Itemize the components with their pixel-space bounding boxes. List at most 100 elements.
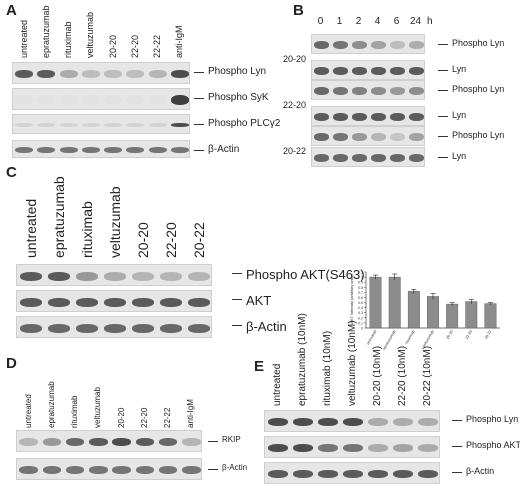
panel-b-blot-row-band — [313, 67, 330, 75]
row-label-tick — [208, 441, 218, 442]
panel-c-blot-row-band — [159, 271, 183, 281]
panel-a-blot-row-band — [15, 95, 34, 105]
panel-b-blot-row-band — [351, 67, 368, 75]
panel-d-blot-row-band — [135, 466, 155, 474]
panel-a-blot-row-band — [104, 123, 123, 127]
lane-label: veltuzumab — [85, 11, 96, 58]
panel-a-blot-row-band — [15, 147, 34, 153]
panel-a-blot-row-band — [37, 95, 56, 105]
bar — [388, 276, 401, 329]
row-label-tick — [452, 420, 462, 421]
x-tick-label: rituximab — [405, 330, 416, 345]
panel-d-blot-row-band — [182, 466, 201, 474]
panel-a-blot-row-band — [81, 70, 100, 78]
panel-b-blot-row-band — [313, 133, 330, 141]
row-label: Lyn — [452, 110, 467, 120]
panel-d-blot-row-band — [112, 466, 131, 474]
panel-b-blot-row-band — [408, 113, 424, 121]
panel-b-blot-row-band — [408, 154, 424, 162]
panel-a-blot-row — [12, 88, 190, 110]
panel-e-blot-row-band — [267, 418, 288, 426]
panel-b-blot-row-band — [389, 154, 406, 162]
panel-c-blot-row-band — [47, 297, 71, 307]
panel-e-blot-row-band — [317, 418, 338, 426]
panel-a-blot-row-band — [170, 95, 189, 105]
panel-b-blot-row-band — [408, 67, 424, 75]
panel-b-blot-row — [311, 126, 425, 146]
panel-b-blot-row-band — [351, 133, 368, 141]
panel-b-blot-row — [311, 34, 425, 54]
panel-a-blot-row-band — [148, 147, 167, 153]
panel-b-blot-row-band — [408, 41, 424, 49]
panel-b-blot-row-band — [351, 87, 368, 95]
panel-e-blot-row-band — [418, 444, 439, 452]
panel-e-blot-row-band — [292, 444, 313, 452]
panel-e-blot-row-band — [418, 418, 439, 426]
panel-a-blot-row-band — [126, 70, 145, 78]
panel-b-blot-row-band — [313, 41, 330, 49]
lane-label: 22-20 (10nM) — [397, 345, 409, 406]
row-label-tick — [194, 150, 204, 151]
row-label: Lyn — [452, 151, 467, 161]
panel-c-blot-row-band — [19, 323, 43, 333]
row-label-tick — [232, 299, 242, 300]
lane-label: epratuzumab — [46, 381, 56, 428]
panel-b-blot-row-band — [389, 41, 406, 49]
timepoint-label: 1 — [336, 16, 343, 27]
panel-d-blot-row-band — [89, 466, 108, 474]
lane-label: veltuzumab — [107, 186, 123, 258]
lane-label: 20-20 — [107, 34, 118, 58]
panel-a-blot-row-band — [59, 123, 78, 127]
lane-label: veltuzumab — [93, 387, 103, 428]
row-label: Phospho SyK — [208, 92, 269, 103]
panel-e-blot-row-band — [368, 418, 389, 426]
group-label: 20-20 — [283, 54, 307, 64]
x-tick-label: 20-22 — [484, 330, 492, 340]
lane-label: rituximab — [63, 21, 74, 58]
panel-e-blot-row-band — [342, 470, 364, 478]
panel-d-blot-row-band — [19, 466, 38, 474]
timepoint-label: 24 — [409, 16, 422, 27]
lane-label: rituximab — [70, 395, 80, 428]
panel-d-letter: D — [6, 355, 17, 372]
panel-e-blot-row-band — [267, 444, 288, 452]
panel-b-blot-row-band — [332, 113, 349, 121]
panel-b-letter: B — [293, 2, 304, 19]
panel-e-blot-row-band — [292, 418, 313, 426]
lane-label: 22-22 — [152, 34, 163, 58]
panel-c-blot-row-band — [103, 323, 127, 333]
y-tick-label: 1 — [361, 276, 363, 280]
panel-b-blot-row-band — [370, 113, 387, 121]
row-label: Phospho Lyn — [208, 66, 267, 77]
panel-c-blot-row-band — [19, 297, 43, 307]
panel-e-blot-row-band — [292, 470, 313, 478]
panel-c-blot-row-band — [75, 271, 99, 281]
lane-label: epratuzumab — [51, 176, 67, 258]
panel-c-blot-row-band — [103, 297, 127, 307]
panel-d-blot-row — [16, 458, 202, 480]
panel-e-blot-row-band — [317, 444, 338, 452]
row-label: β-Actin — [466, 466, 495, 476]
row-label: AKT — [246, 293, 272, 308]
panel-a-letter: A — [6, 2, 17, 19]
panel-c-blot-row — [16, 290, 212, 312]
panel-b-blot-row — [311, 80, 425, 100]
lane-label: untreated — [23, 394, 33, 428]
row-label-tick — [438, 70, 448, 71]
row-label-tick — [194, 124, 204, 125]
row-label-tick — [232, 325, 242, 326]
bar — [446, 303, 459, 329]
row-label: Phospho PLCγ2 — [208, 118, 281, 129]
lane-label: 20-20 — [135, 222, 151, 258]
panel-c-blot-row — [16, 316, 212, 338]
panel-e-blot-row — [264, 410, 440, 432]
row-label-tick — [452, 446, 462, 447]
row-label: Phospho Lyn — [452, 84, 505, 94]
panel-d-blot-row-band — [112, 438, 131, 446]
row-label: Phospho Lyn — [466, 414, 519, 424]
panel-e-blot-row-band — [267, 470, 288, 478]
panel-b-blot-row-band — [313, 113, 330, 121]
panel-b-blot-row-band — [389, 67, 406, 75]
panel-c-blot-row-band — [159, 323, 183, 333]
panel-d-blot-row-band — [182, 438, 201, 446]
